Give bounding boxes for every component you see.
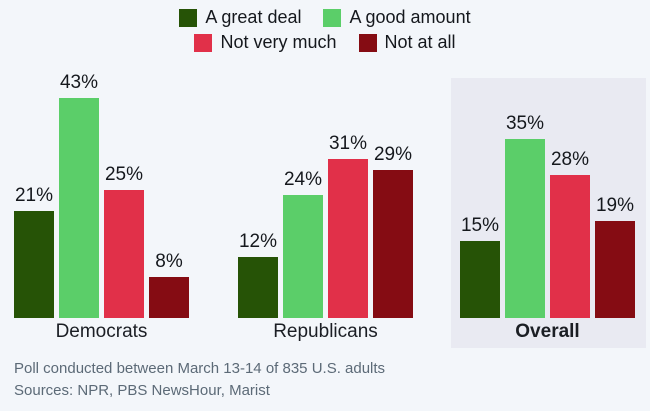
bar-cell-republicans-not-very-much: 31%	[328, 133, 368, 318]
bar-cell-democrats-a-good-amount: 43%	[59, 72, 99, 318]
legend-swatch-a-great-deal	[179, 8, 198, 27]
chart-footer: Poll conducted between March 13-14 of 83…	[14, 358, 385, 402]
chart-legend: A great deal A good amount Not very much No…	[0, 7, 650, 53]
value-label: 19%	[595, 195, 635, 216]
bar-group-democrats: 21% 43% 25% 8%	[14, 72, 189, 318]
value-label: 25%	[104, 164, 144, 185]
bar-cell-overall-not-at-all: 19%	[595, 195, 635, 318]
sources-note: Sources: NPR, PBS NewsHour, Marist	[14, 382, 270, 399]
bar-democrats-a-good-amount	[59, 98, 99, 318]
legend-swatch-a-good-amount	[323, 8, 342, 27]
bar-republicans-not-at-all	[373, 170, 413, 318]
bar-cell-democrats-not-very-much: 25%	[104, 164, 144, 318]
legend-item-not-very-much: Not very much	[194, 32, 337, 53]
legend-label: Not very much	[220, 32, 337, 52]
bar-democrats-a-great-deal	[14, 211, 54, 318]
category-label-overall: Overall	[515, 321, 580, 342]
bar-group-republicans: 12% 24% 31% 29%	[238, 133, 413, 318]
value-label: 15%	[460, 215, 500, 236]
bar-democrats-not-very-much	[104, 190, 144, 318]
value-label: 8%	[155, 251, 183, 272]
value-label: 31%	[328, 133, 368, 154]
value-label: 24%	[283, 169, 323, 190]
legend-item-not-at-all: Not at all	[358, 32, 456, 53]
bar-cell-overall-a-great-deal: 15%	[460, 215, 500, 318]
bar-cell-republicans-a-great-deal: 12%	[238, 231, 278, 318]
bar-overall-a-great-deal	[460, 241, 500, 318]
legend-row: A great deal A good amount	[179, 7, 471, 28]
legend-label: A good amount	[349, 7, 471, 27]
bar-overall-a-good-amount	[505, 139, 545, 318]
value-label: 43%	[59, 72, 99, 93]
bar-cell-overall-not-very-much: 28%	[550, 149, 590, 318]
legend-row: Not very much Not at all	[194, 32, 456, 53]
value-label: 21%	[14, 185, 54, 206]
bar-cell-republicans-a-good-amount: 24%	[283, 169, 323, 318]
value-label: 28%	[550, 149, 590, 170]
bar-republicans-not-very-much	[328, 159, 368, 318]
bar-cell-democrats-a-great-deal: 21%	[14, 185, 54, 318]
legend-item-a-great-deal: A great deal	[179, 7, 301, 28]
category-label-democrats: Democrats	[55, 321, 148, 342]
bar-cell-republicans-not-at-all: 29%	[373, 144, 413, 318]
legend-swatch-not-very-much	[194, 33, 213, 52]
legend-label: Not at all	[384, 32, 456, 52]
legend-item-a-good-amount: A good amount	[323, 7, 471, 28]
legend-swatch-not-at-all	[358, 33, 377, 52]
poll-note: Poll conducted between March 13-14 of 83…	[14, 360, 386, 377]
bar-republicans-a-good-amount	[283, 195, 323, 318]
legend-label: A great deal	[205, 7, 302, 27]
bar-republicans-a-great-deal	[238, 257, 278, 318]
category-label-republicans: Republicans	[273, 321, 378, 342]
bar-group-overall: 15% 35% 28% 19%	[460, 113, 635, 318]
value-label: 29%	[373, 144, 413, 165]
bar-overall-not-at-all	[595, 221, 635, 318]
value-label: 12%	[238, 231, 278, 252]
bar-overall-not-very-much	[550, 175, 590, 318]
value-label: 35%	[505, 113, 545, 134]
bar-cell-democrats-not-at-all: 8%	[149, 251, 189, 318]
bar-democrats-not-at-all	[149, 277, 189, 318]
bar-cell-overall-a-good-amount: 35%	[505, 113, 545, 318]
